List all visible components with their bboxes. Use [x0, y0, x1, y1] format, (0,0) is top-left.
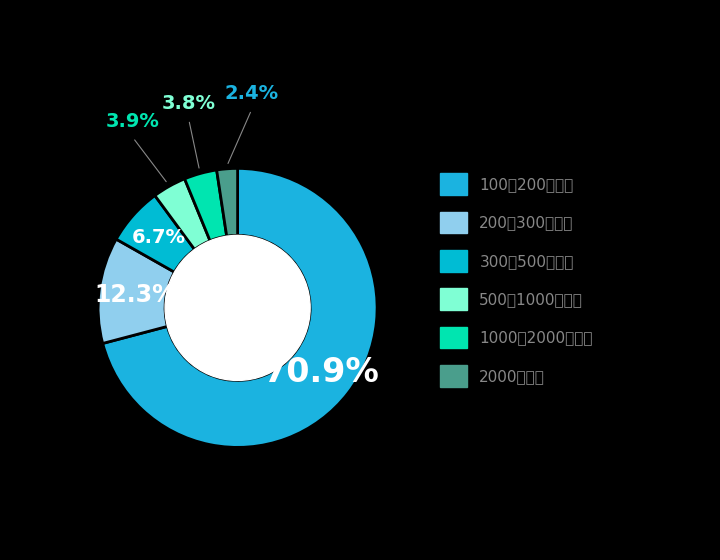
Circle shape	[165, 235, 310, 380]
Text: 6.7%: 6.7%	[131, 228, 185, 247]
Wedge shape	[98, 239, 174, 343]
Text: 2.4%: 2.4%	[225, 84, 279, 103]
Text: 12.3%: 12.3%	[94, 283, 176, 307]
Legend: 100～200株未満, 200～300株未満, 300～500株未満, 500～1000株未満, 1000～2000株未満, 2000株以上: 100～200株未満, 200～300株未満, 300～500株未満, 500～…	[440, 173, 593, 387]
Wedge shape	[155, 179, 210, 250]
Wedge shape	[217, 169, 238, 236]
Text: 3.9%: 3.9%	[106, 112, 160, 130]
Wedge shape	[184, 170, 227, 241]
Text: 3.8%: 3.8%	[162, 94, 216, 113]
Wedge shape	[103, 169, 377, 447]
Wedge shape	[116, 195, 194, 272]
Text: 70.9%: 70.9%	[264, 356, 379, 389]
